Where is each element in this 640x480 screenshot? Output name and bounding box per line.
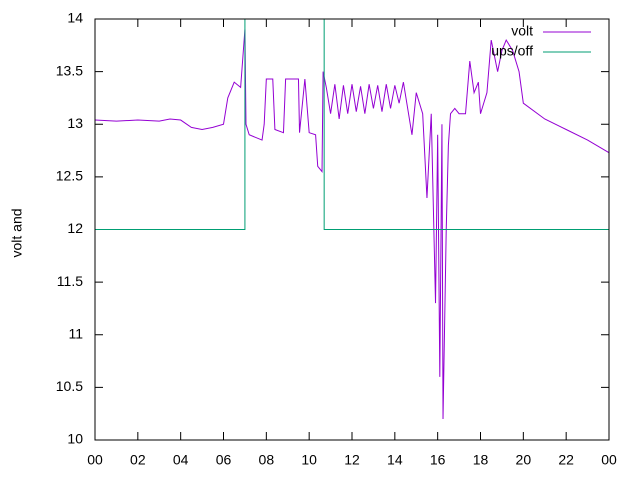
- x-tick-label: 00: [601, 452, 617, 468]
- y-tick-label: 10.5: [56, 378, 83, 394]
- x-tick-label: 12: [344, 452, 360, 468]
- x-tick-label: 00: [87, 452, 103, 468]
- x-tick-label: 20: [516, 452, 532, 468]
- x-tick-label: 02: [130, 452, 146, 468]
- y-tick-label: 12: [67, 220, 83, 236]
- y-tick-label: 13: [67, 115, 83, 131]
- series-line: [94, 29, 610, 419]
- x-tick-label: 18: [473, 452, 489, 468]
- legend-label: volt: [511, 23, 533, 39]
- plot-border: [94, 18, 610, 441]
- y-axis-label: volt and: [9, 208, 25, 257]
- y-tick-label: 10: [67, 431, 83, 447]
- y-tick-label: 11.5: [57, 273, 83, 289]
- x-tick-label: 08: [259, 452, 275, 468]
- x-tick-label: 22: [558, 452, 574, 468]
- x-tick-label: 14: [387, 452, 403, 468]
- x-tick-label: 16: [430, 452, 446, 468]
- y-tick-label: 14: [67, 10, 83, 26]
- x-tick-label: 10: [301, 452, 317, 468]
- x-tick-label: 04: [173, 452, 189, 468]
- legend-label: ups/off: [491, 43, 533, 59]
- y-tick-label: 13.5: [56, 62, 83, 78]
- y-tick-label: 11: [68, 325, 83, 341]
- x-tick-label: 06: [216, 452, 232, 468]
- y-tick-label: 12.5: [56, 168, 83, 184]
